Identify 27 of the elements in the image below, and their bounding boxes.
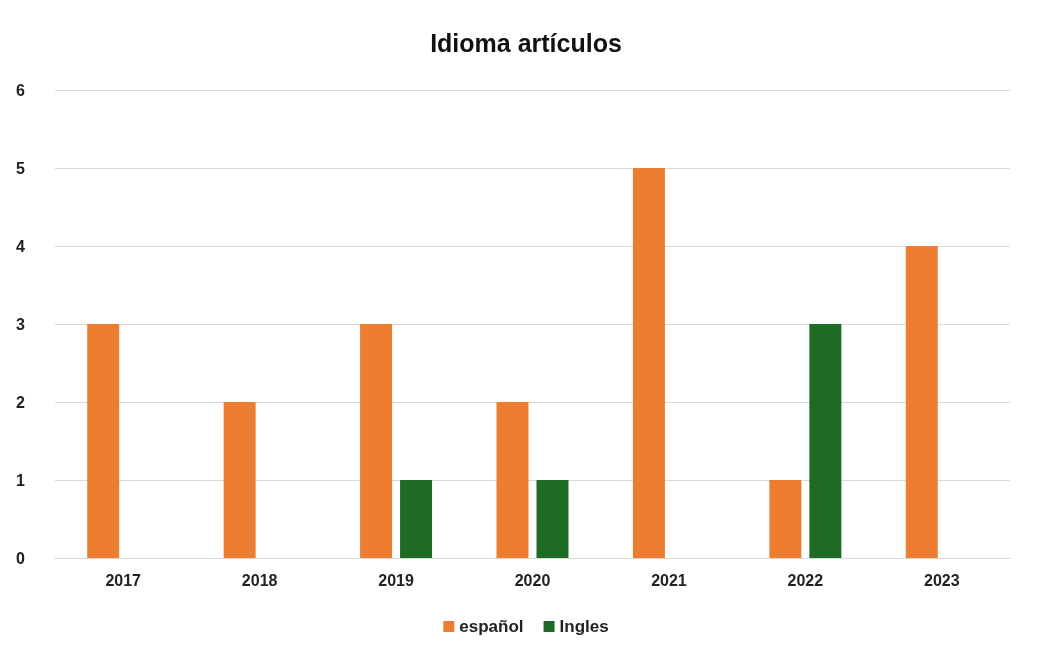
y-tick-label: 5 — [16, 159, 26, 177]
x-tick-label: 2022 — [787, 571, 824, 589]
y-tick-label: 4 — [16, 237, 26, 255]
y-tick-label: 1 — [16, 471, 26, 489]
legend-label: español — [459, 617, 524, 636]
bar — [632, 168, 665, 558]
chart-title: Idioma artículos — [430, 28, 622, 57]
bar — [400, 480, 433, 558]
x-tick-label: 2020 — [514, 571, 551, 589]
y-tick-label: 6 — [16, 81, 26, 99]
bar — [809, 324, 842, 558]
y-tick-label: 3 — [16, 315, 26, 333]
x-tick-label: 2021 — [651, 571, 687, 589]
bar — [223, 402, 256, 558]
y-tick-label: 0 — [16, 549, 26, 567]
bar — [496, 402, 529, 558]
x-tick-label: 2018 — [241, 571, 278, 589]
bar — [360, 324, 393, 558]
bar — [536, 480, 569, 558]
legend-label: Ingles — [559, 617, 609, 636]
x-tick-label: 2023 — [923, 571, 960, 589]
y-tick-label: 2 — [16, 393, 26, 411]
bar — [905, 246, 938, 558]
bar — [87, 324, 120, 558]
x-tick-label: 2019 — [378, 571, 414, 589]
bar — [769, 480, 802, 558]
x-tick-label: 2017 — [105, 571, 142, 589]
